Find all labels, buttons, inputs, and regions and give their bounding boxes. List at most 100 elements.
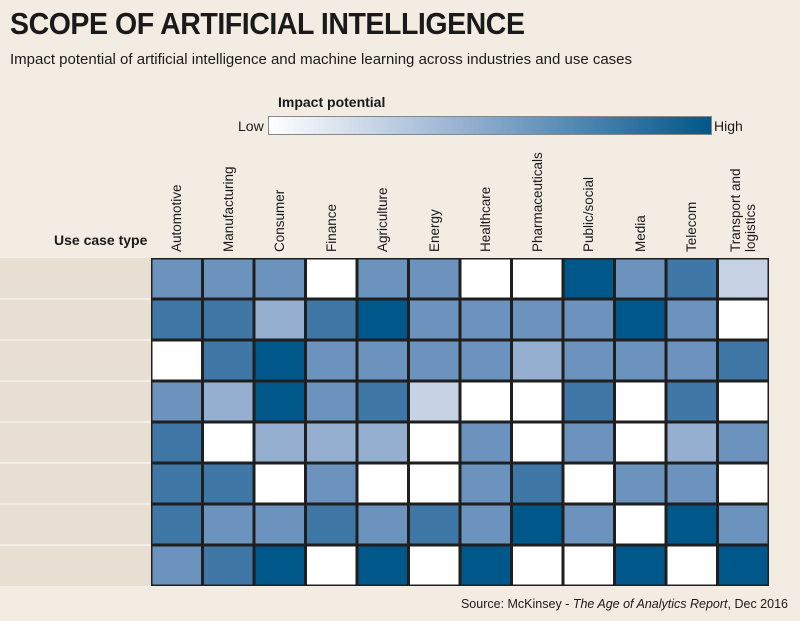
heatmap-cell <box>461 505 510 544</box>
heatmap-cell <box>204 423 253 462</box>
heatmap-cell <box>719 464 768 503</box>
heatmap-cell <box>152 341 201 380</box>
heatmap-cell <box>152 259 201 298</box>
heatmap-cell <box>461 259 510 298</box>
heatmap-cell <box>616 423 665 462</box>
heatmap-cell <box>410 259 459 298</box>
heatmap-cell <box>461 341 510 380</box>
grid-background <box>151 258 769 586</box>
heatmap-cell <box>204 546 253 585</box>
heatmap-cell <box>307 341 356 380</box>
heatmap-cell <box>307 259 356 298</box>
heatmap-cell <box>667 464 716 503</box>
heatmap-cell <box>358 464 407 503</box>
heatmap-cell <box>616 505 665 544</box>
heatmap-cell <box>152 382 201 421</box>
heatmap-cell <box>152 546 201 585</box>
legend-gradient-bar <box>268 116 712 135</box>
heatmap-cell <box>461 382 510 421</box>
heatmap-cell <box>719 382 768 421</box>
heatmap-cell <box>564 382 613 421</box>
chart-subtitle: Impact potential of artificial intellige… <box>10 51 633 68</box>
heatmap-cell <box>616 546 665 585</box>
heatmap-cell <box>255 382 304 421</box>
heatmap-cell <box>204 382 253 421</box>
heatmap-cell <box>564 464 613 503</box>
heatmap-cell <box>719 423 768 462</box>
heatmap-cell <box>513 546 562 585</box>
heatmap-cell <box>719 300 768 339</box>
heatmap-cell <box>616 259 665 298</box>
heatmap-cell <box>358 300 407 339</box>
heatmap-cell <box>719 505 768 544</box>
heatmap-cell <box>616 300 665 339</box>
heatmap-cell <box>152 300 201 339</box>
heatmap-cell <box>255 300 304 339</box>
heatmap-cell <box>307 464 356 503</box>
heatmap-cell <box>410 300 459 339</box>
heatmap-cell <box>513 300 562 339</box>
heatmap-cell <box>564 341 613 380</box>
heatmap-cell <box>358 505 407 544</box>
heatmap-cell <box>616 341 665 380</box>
heatmap-cell <box>358 341 407 380</box>
heatmap-cell <box>719 259 768 298</box>
heatmap-cell <box>358 423 407 462</box>
source-suffix: , Dec 2016 <box>727 597 788 611</box>
heatmap-cell <box>410 341 459 380</box>
heatmap-cell <box>255 464 304 503</box>
heatmap-cell <box>513 259 562 298</box>
heatmap-cell <box>307 505 356 544</box>
heatmap-cell <box>307 423 356 462</box>
heatmap-cell <box>667 546 716 585</box>
heatmap-cell <box>667 259 716 298</box>
heatmap-cell <box>152 464 201 503</box>
heatmap-cell <box>513 382 562 421</box>
heatmap-cell <box>255 505 304 544</box>
legend-title: Impact potential <box>278 94 386 110</box>
heatmap-cell <box>255 259 304 298</box>
heatmap-cell <box>513 341 562 380</box>
source-prefix: Source: McKinsey - <box>460 597 573 611</box>
heatmap-cell <box>358 546 407 585</box>
heatmap-cell <box>204 464 253 503</box>
chart-title: SCOPE OF ARTIFICIAL INTELLIGENCE <box>10 6 525 41</box>
heatmap-cell <box>616 464 665 503</box>
heatmap-cell <box>667 382 716 421</box>
heatmap-cell <box>204 505 253 544</box>
heatmap-cell <box>564 300 613 339</box>
heatmap-cell <box>358 259 407 298</box>
heatmap-cell <box>564 259 613 298</box>
heatmap-cell <box>307 382 356 421</box>
legend-low-label: Low <box>238 118 264 134</box>
heatmap-cell <box>719 341 768 380</box>
heatmap-cell <box>616 382 665 421</box>
source-report-title: The Age of Analytics Report <box>572 597 728 611</box>
heatmap-cell <box>513 423 562 462</box>
heatmap-cell <box>513 464 562 503</box>
row-header-label: Use case type <box>54 232 148 248</box>
heatmap-cell <box>204 300 253 339</box>
heatmap-cell <box>461 546 510 585</box>
heatmap-cell <box>410 464 459 503</box>
heatmap-cell <box>358 382 407 421</box>
heatmap-cell <box>255 546 304 585</box>
heatmap-cell <box>410 423 459 462</box>
heatmap-cell <box>152 423 201 462</box>
heatmap-cell <box>667 505 716 544</box>
heatmap-cell <box>307 546 356 585</box>
heatmap-cell <box>255 341 304 380</box>
heatmap-cell <box>719 546 768 585</box>
heatmap-cell <box>461 464 510 503</box>
heatmap-cell <box>204 341 253 380</box>
heatmap-cell <box>461 300 510 339</box>
heatmap-cell <box>667 300 716 339</box>
heatmap-cell <box>410 546 459 585</box>
heatmap-cell <box>564 546 613 585</box>
heatmap-cell <box>204 259 253 298</box>
heatmap-cell <box>564 505 613 544</box>
heatmap-cell <box>667 341 716 380</box>
heatmap-cell <box>564 423 613 462</box>
heatmap-cell <box>152 505 201 544</box>
